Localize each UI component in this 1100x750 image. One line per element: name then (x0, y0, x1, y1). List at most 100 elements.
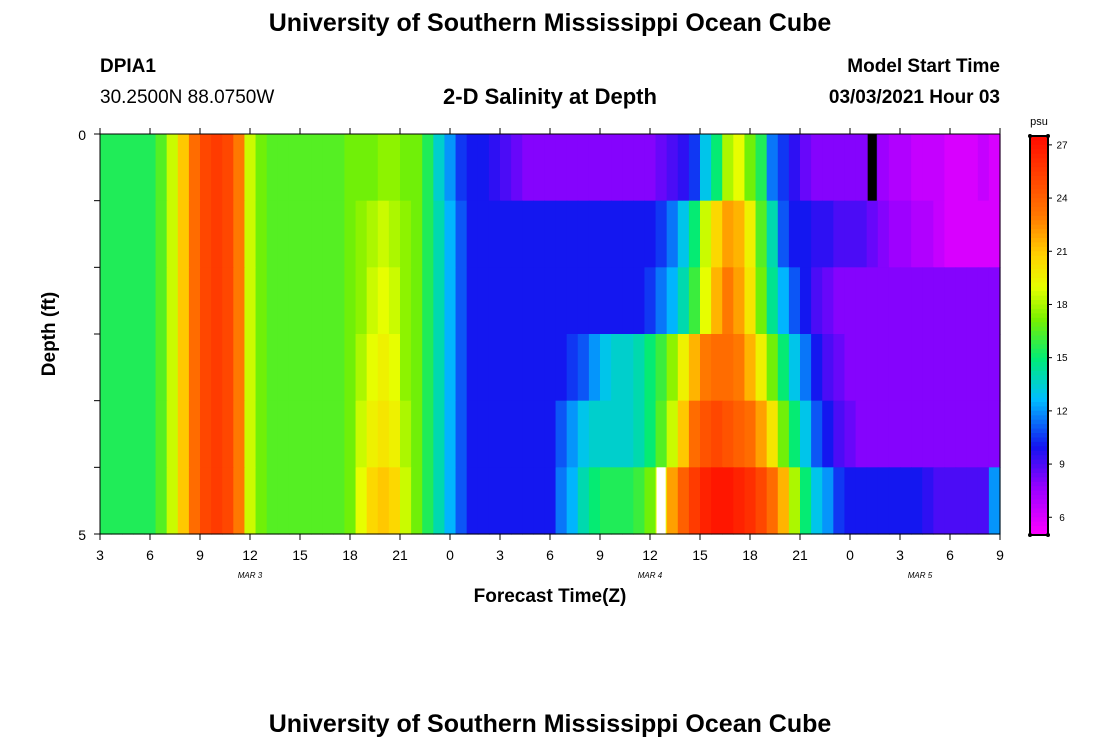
heatmap-cell (700, 334, 712, 402)
heatmap-cell (355, 200, 368, 268)
heatmap-cell (933, 334, 946, 402)
heatmap-cell (766, 200, 779, 268)
heatmap-cell (566, 400, 579, 468)
colorbar-segment (1030, 428, 1048, 434)
heatmap-cell (488, 467, 501, 535)
heatmap-cell (455, 334, 468, 402)
heatmap-cell (555, 334, 568, 402)
heatmap-cell (311, 200, 323, 268)
heatmap-cell (166, 467, 179, 535)
colorbar-segment (1030, 362, 1048, 368)
heatmap-cell (522, 134, 534, 202)
heatmap-cell (300, 400, 312, 468)
heatmap-cell (922, 200, 934, 268)
heatmap-cell (877, 400, 890, 468)
heatmap-cell (433, 467, 446, 535)
colorbar-segment (1030, 393, 1048, 399)
heatmap-cell (255, 467, 268, 535)
heatmap-cell (900, 334, 912, 402)
colorbar-segment (1030, 397, 1048, 403)
heatmap-cell (777, 134, 790, 202)
heatmap-cell (233, 334, 246, 402)
colorbar-segment (1030, 246, 1048, 252)
heatmap-cell (822, 200, 834, 268)
heatmap-cell (177, 134, 190, 202)
colorbar-segment (1030, 477, 1048, 483)
model-start-label: Model Start Time (847, 56, 1000, 77)
heatmap-cell (411, 467, 423, 535)
heatmap-cell (133, 467, 146, 535)
heatmap-cell (533, 467, 546, 535)
heatmap-cell (322, 134, 334, 202)
x-tick-label: 6 (946, 547, 954, 563)
colorbar-segment (1030, 517, 1048, 523)
heatmap-cell (711, 267, 723, 335)
heatmap-cell (811, 200, 823, 268)
heatmap-cell (811, 334, 823, 402)
heatmap-cell (555, 200, 568, 268)
heatmap-cell (444, 467, 457, 535)
heatmap-cell (544, 134, 557, 202)
heatmap-cell (455, 267, 468, 335)
heatmap-cell (755, 467, 768, 535)
colorbar-segment (1030, 242, 1048, 248)
colorbar-segment (1030, 384, 1048, 390)
heatmap-cell (611, 467, 623, 535)
heatmap-cell (177, 200, 190, 268)
heatmap-cell (744, 467, 757, 535)
heatmap-cell (677, 200, 690, 268)
heatmap-cell (155, 134, 168, 202)
colorbar-corner-dot (1046, 533, 1050, 537)
colorbar-segment (1030, 388, 1048, 394)
colorbar-segment (1030, 415, 1048, 421)
heatmap-cell (655, 334, 668, 402)
heatmap-cell (455, 134, 468, 202)
heatmap-cell (711, 200, 723, 268)
heatmap-cell (733, 200, 746, 268)
heatmap-cell (733, 400, 746, 468)
heatmap-cell (855, 400, 868, 468)
heatmap-cell (766, 467, 779, 535)
heatmap-cell (177, 267, 190, 335)
colorbar-segment (1030, 424, 1048, 430)
heatmap-cell (877, 267, 890, 335)
colorbar-segment (1030, 339, 1048, 345)
heatmap-cell (188, 334, 201, 402)
y-axis-ticks: 05 (78, 127, 100, 543)
heatmap-cell (333, 467, 346, 535)
heatmap-cell (677, 134, 690, 202)
heatmap-cell (700, 200, 712, 268)
heatmap-cell (977, 200, 990, 268)
colorbar-segment (1030, 375, 1048, 381)
heatmap-cell (500, 334, 512, 402)
heatmap-cell (433, 200, 446, 268)
heatmap-cell (611, 334, 623, 402)
heatmap-cell (266, 267, 279, 335)
heatmap-cell (100, 267, 112, 335)
heatmap-cell (144, 134, 157, 202)
footer-title: University of Southern Mississippi Ocean… (268, 710, 832, 738)
heatmap-cell (888, 267, 901, 335)
colorbar-segment (1030, 260, 1048, 266)
colorbar-tick-label: 9 (1059, 460, 1065, 471)
heatmap-cell (600, 467, 612, 535)
colorbar-segment (1030, 331, 1048, 337)
heatmap-cell (522, 200, 534, 268)
heatmap-cell (411, 334, 423, 402)
heatmap-cell (355, 334, 368, 402)
heatmap-cell (600, 134, 612, 202)
heatmap-cell (644, 200, 657, 268)
heatmap-cell (977, 267, 990, 335)
heatmap-cell (400, 334, 412, 402)
colorbar-segment (1030, 464, 1048, 470)
heatmap-cell (288, 400, 301, 468)
heatmap-cell (566, 467, 579, 535)
plot-title: 2-D Salinity at Depth (443, 84, 657, 109)
heatmap-cell (888, 334, 901, 402)
heatmap-cell (300, 200, 312, 268)
colorbar-segment (1030, 450, 1048, 456)
heatmap-cell (700, 267, 712, 335)
heatmap-cell (655, 267, 668, 335)
heatmap-cell (966, 467, 979, 535)
heatmap-cell (400, 400, 412, 468)
